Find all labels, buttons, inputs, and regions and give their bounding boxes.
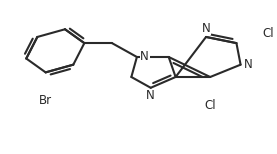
Text: N: N — [140, 51, 149, 63]
Text: Br: Br — [39, 94, 52, 107]
Text: N: N — [146, 89, 155, 102]
Text: Cl: Cl — [204, 99, 216, 111]
Text: Cl: Cl — [262, 27, 274, 40]
Text: N: N — [202, 22, 211, 35]
Text: N: N — [244, 58, 253, 71]
